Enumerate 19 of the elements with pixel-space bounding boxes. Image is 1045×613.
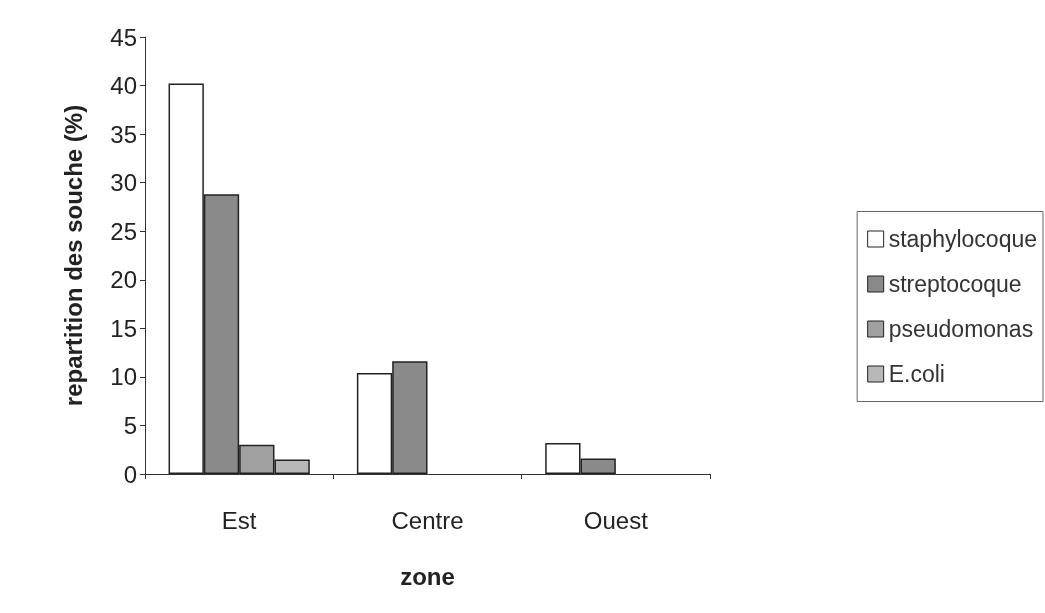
legend-label: staphylocoque bbox=[888, 226, 1038, 252]
y-tick-label: 20 bbox=[110, 266, 137, 294]
x-axis-title: zone bbox=[400, 562, 455, 590]
y-tick-label: 30 bbox=[110, 169, 137, 197]
y-tick-label: 40 bbox=[110, 72, 137, 100]
y-tick-label: 25 bbox=[110, 217, 137, 245]
y-tick-label: 35 bbox=[110, 120, 137, 148]
y-tick-label: 15 bbox=[110, 314, 137, 342]
y-tick-label: 0 bbox=[123, 460, 137, 488]
x-tick-label: Centre bbox=[391, 506, 464, 534]
legend-label: pseudomonas bbox=[888, 316, 1034, 342]
legend-label: E.coli bbox=[888, 361, 945, 387]
legend-label: streptocoque bbox=[888, 271, 1022, 297]
x-tick-label: Est bbox=[221, 506, 257, 534]
y-tick-label: 5 bbox=[123, 411, 137, 439]
y-axis-title: repartition des souche (%) bbox=[59, 104, 87, 407]
y-tick-label: 45 bbox=[110, 23, 137, 51]
x-tick-label: Ouest bbox=[583, 506, 649, 534]
y-tick-label: 10 bbox=[110, 363, 137, 391]
